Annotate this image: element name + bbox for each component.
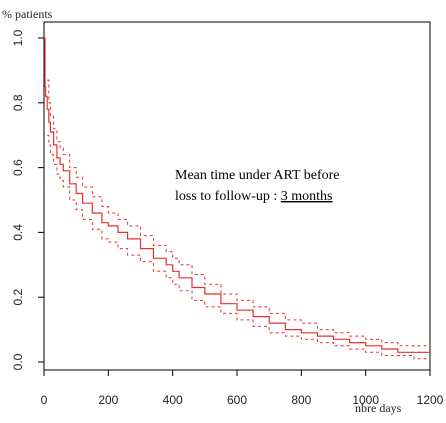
- x-tick-label: 800: [291, 393, 311, 407]
- lower-ci-curve: [47, 134, 430, 360]
- y-tick-label: 0.4: [11, 224, 25, 241]
- y-tick-label: 0.6: [11, 159, 25, 176]
- y-axis: 0.0 0.2 0.4 0.6 0.8 1.0: [11, 29, 44, 370]
- x-axis-title: nbre days: [355, 401, 402, 415]
- y-tick-label: 1.0: [11, 29, 25, 46]
- annotation-highlight: 3 months: [281, 189, 333, 204]
- y-tick-label: 0.8: [11, 94, 25, 111]
- y-tick-label: 0.2: [11, 289, 25, 306]
- x-tick-label: 1200: [417, 393, 444, 407]
- upper-ci-curve: [47, 79, 430, 347]
- x-tick-label: 600: [227, 393, 247, 407]
- annotation-line-2: loss to follow-up : 3 months: [175, 189, 333, 204]
- x-tick-label: 1000: [352, 393, 379, 407]
- x-tick-label: 400: [163, 393, 183, 407]
- survival-curve: [44, 37, 430, 353]
- y-tick-label: 0.0: [11, 353, 25, 370]
- y-axis-title: % patients: [2, 7, 53, 21]
- annotation-line-1: Mean time under ART before: [175, 168, 340, 183]
- x-axis: 0 200 400 600 800 1000 1200: [41, 370, 444, 407]
- series-layer: [44, 37, 430, 360]
- x-tick-label: 200: [98, 393, 118, 407]
- x-tick-label: 0: [41, 393, 48, 407]
- annotation-line-2-prefix: loss to follow-up :: [175, 189, 281, 204]
